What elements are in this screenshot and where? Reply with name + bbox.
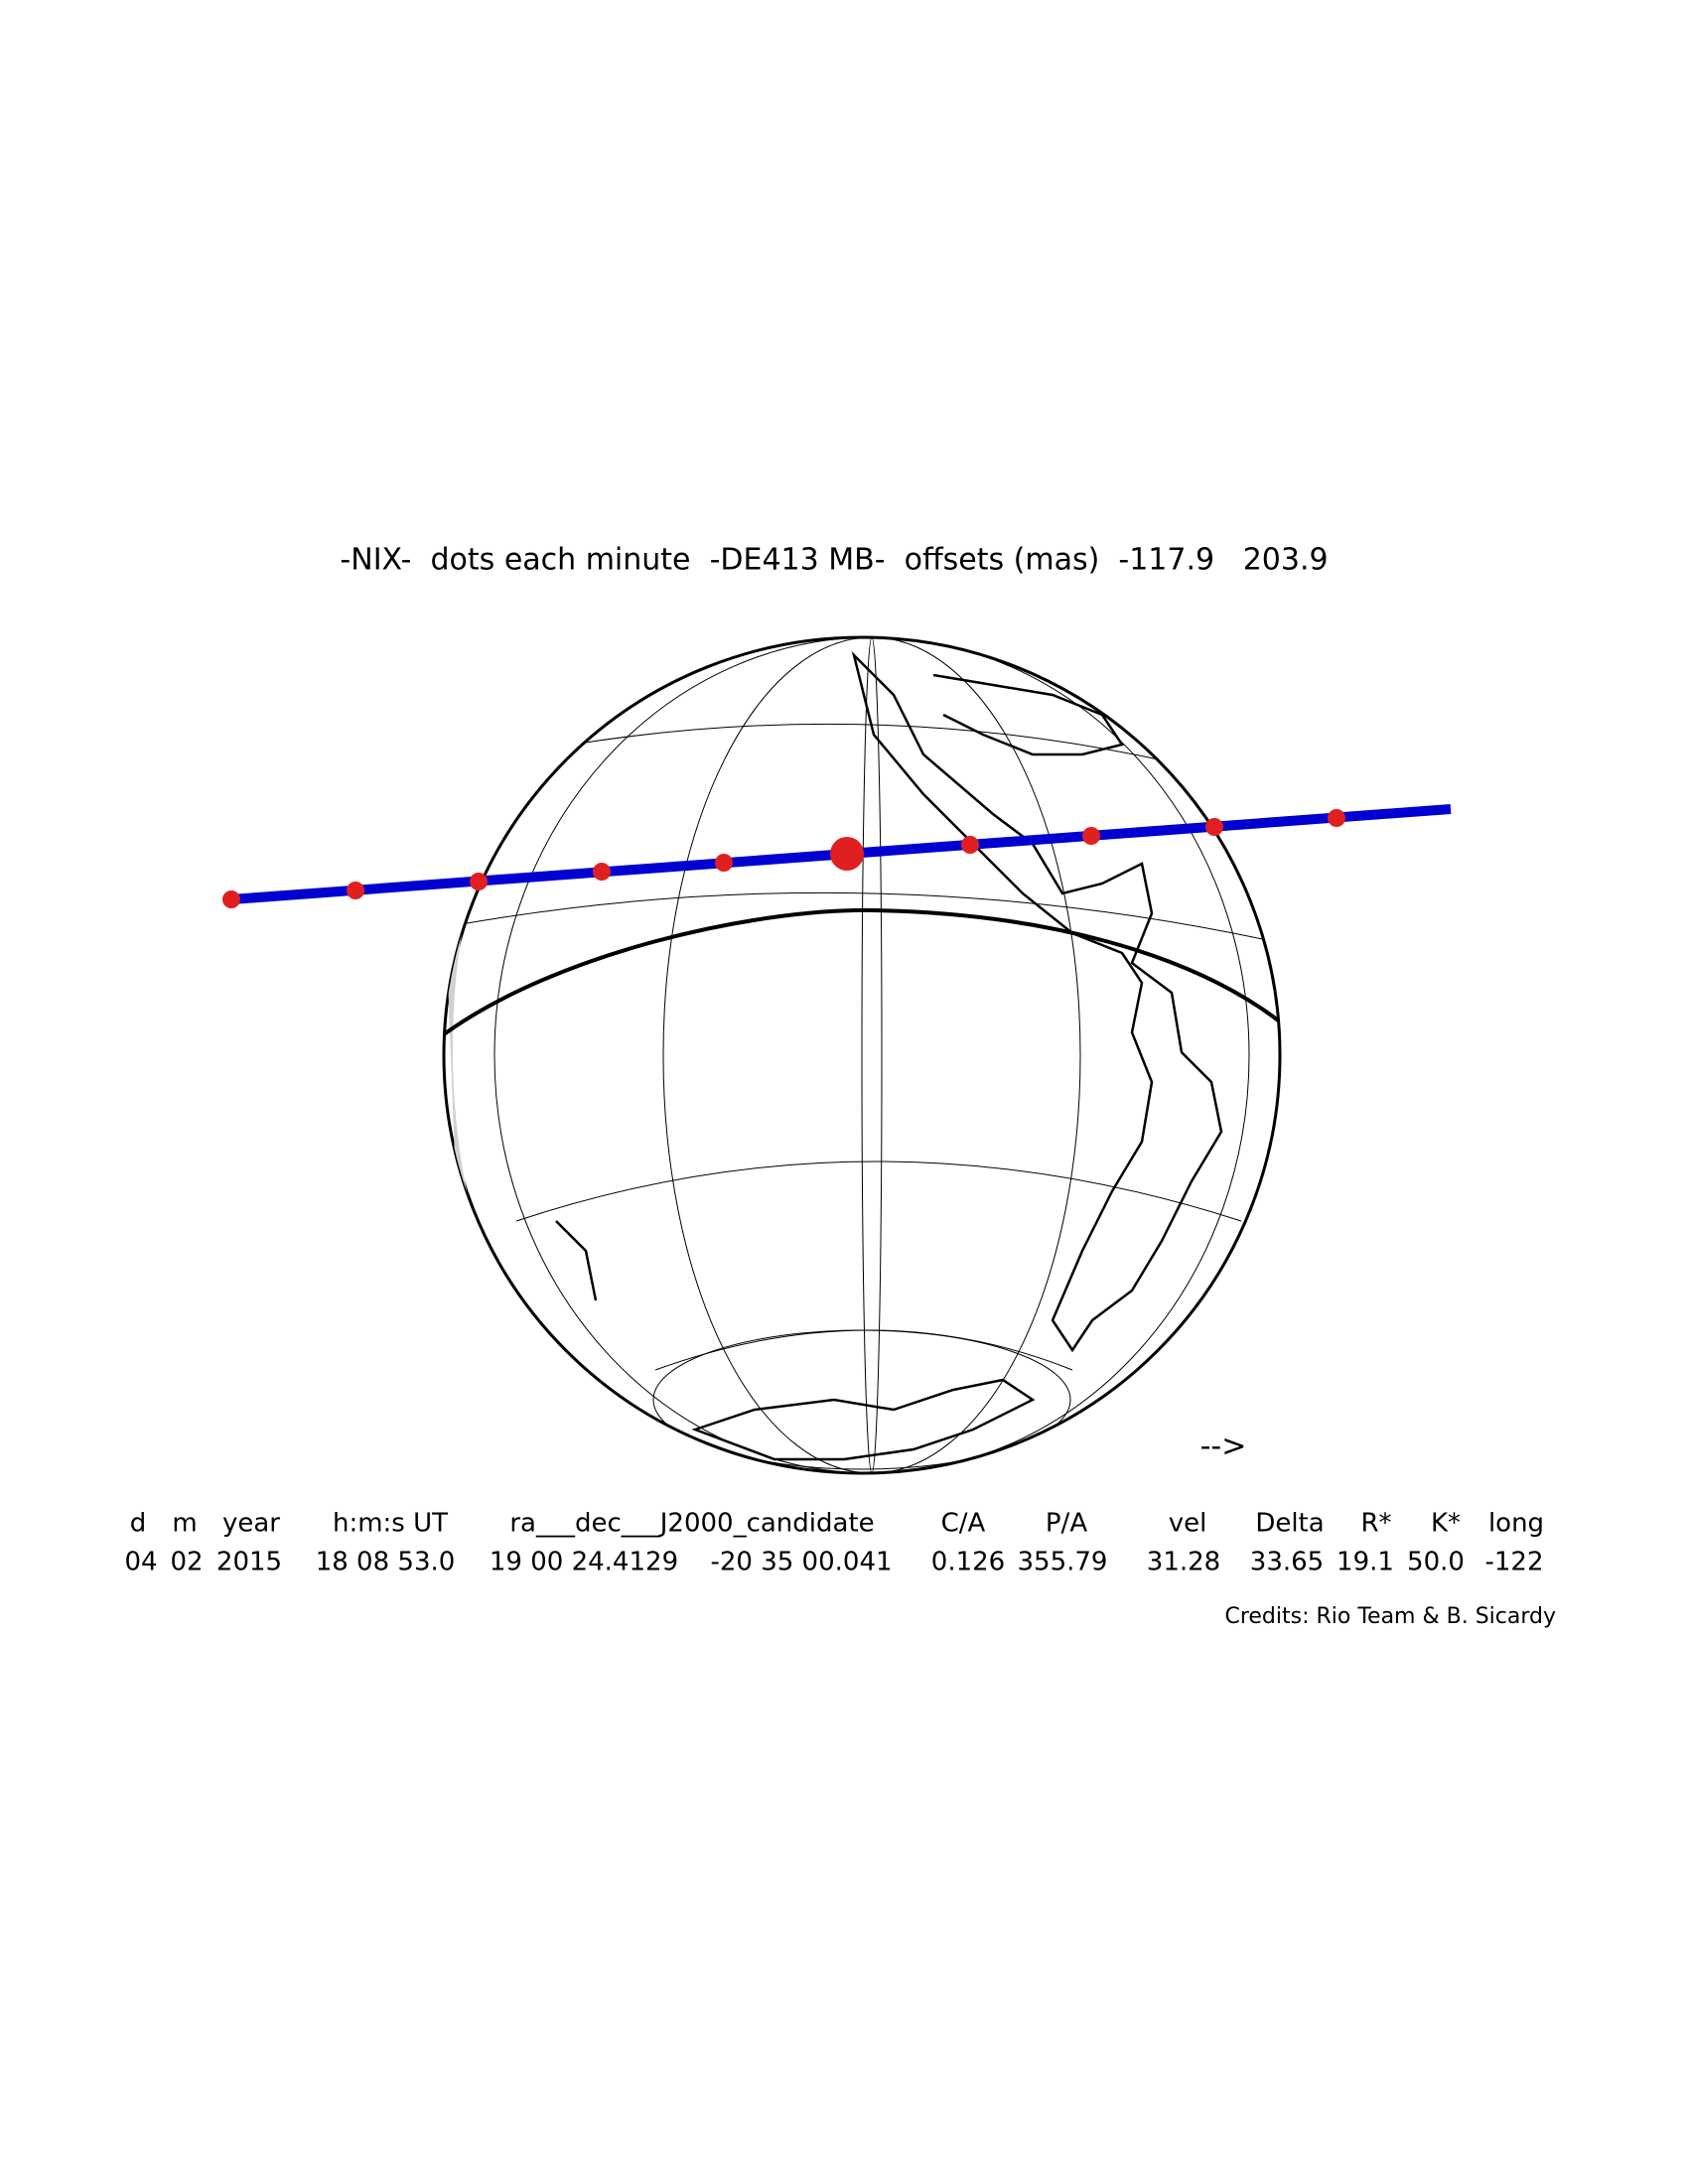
- column-value: 02: [170, 1548, 203, 1577]
- direction-arrow: -->: [1200, 1430, 1247, 1464]
- column-value: -20 35 00.041: [710, 1548, 892, 1577]
- column-header: long: [1488, 1509, 1544, 1539]
- column-header: K*: [1431, 1509, 1461, 1539]
- column-value: 04: [124, 1548, 157, 1577]
- column-header: h:m:s UT: [333, 1509, 448, 1539]
- column-value: -122: [1484, 1548, 1543, 1577]
- column-value: 2015: [216, 1548, 282, 1577]
- occultation-path: [222, 804, 1452, 908]
- column-header: Delta: [1255, 1509, 1324, 1539]
- column-value: 31.28: [1147, 1548, 1220, 1577]
- column-value: 18 08 53.0: [316, 1548, 456, 1577]
- column-header: d: [130, 1509, 147, 1539]
- column-header: C/A: [941, 1509, 986, 1539]
- column-header: ra___dec___J2000_candidate: [509, 1509, 874, 1539]
- column-header: vel: [1169, 1509, 1207, 1539]
- globe: [442, 635, 1282, 1475]
- column-header: year: [222, 1509, 280, 1539]
- column-value: 19 00 24.4129: [490, 1548, 678, 1577]
- column-value: 50.0: [1407, 1548, 1465, 1577]
- column-value: 33.65: [1250, 1548, 1324, 1577]
- column-value: 355.79: [1018, 1548, 1108, 1577]
- column-value: 0.126: [931, 1548, 1005, 1577]
- column-header: R*: [1360, 1509, 1391, 1539]
- title: -NIX- dots each minute -DE413 MB- offset…: [340, 543, 1328, 578]
- table-header: d m year h:m:s UT ra___dec___J2000_candidate…: [130, 1509, 1544, 1539]
- column-header: P/A: [1046, 1509, 1087, 1539]
- column-header: m: [172, 1509, 197, 1539]
- column-value: 19.1: [1336, 1548, 1394, 1577]
- credits: Credits: Rio Team & B. Sicardy: [1224, 1604, 1556, 1629]
- table-values: 04 02 2015 18 08 53.0 19 00 24.4129 -20 35 00…: [124, 1548, 1543, 1577]
